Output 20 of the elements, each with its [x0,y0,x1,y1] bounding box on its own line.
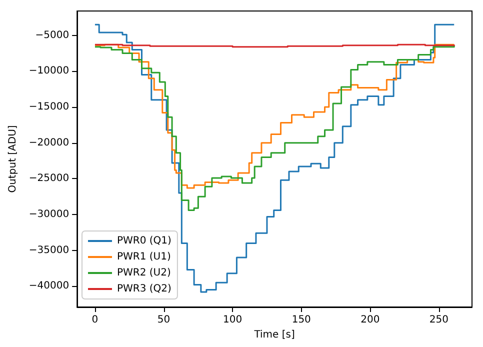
legend-label: PWR1 (U1) [117,252,171,262]
y-tick-label: −5000 [35,30,70,41]
legend-label: PWR0 (Q1) [117,236,172,246]
y-tick-label: −20000 [28,137,70,148]
x-tick-label: 0 [92,314,98,326]
x-tick-label: 250 [429,314,449,326]
legend-label: PWR3 (Q2) [117,284,172,294]
x-tick-label: 50 [157,314,170,326]
x-tick-label: 100 [223,314,242,326]
y-tick-label: −25000 [28,173,70,184]
y-tick-label: −30000 [28,209,70,220]
y-tick-label: −35000 [28,244,70,256]
x-tick-label: 150 [292,314,311,326]
y-tick-label: −40000 [28,280,70,292]
y-tick-label: −15000 [28,102,70,113]
y-axis-title: Output [ADU] [8,125,18,193]
legend-label: PWR2 (U2) [117,268,171,278]
y-tick-label: −10000 [28,66,70,77]
x-axis-title: Time [s] [253,329,295,340]
x-tick-label: 200 [360,314,380,326]
